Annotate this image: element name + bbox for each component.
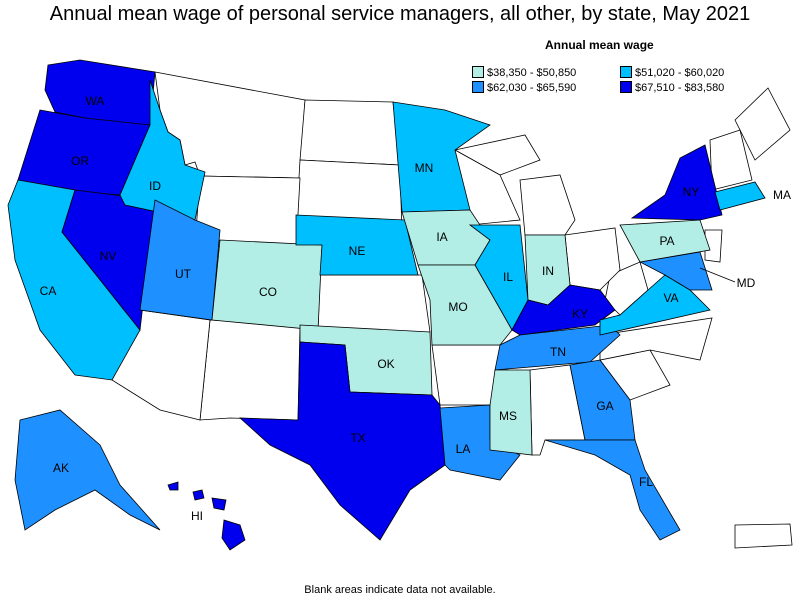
legend-swatch [620, 81, 632, 93]
state-labels: WA OR ID NV CA UT CO NE MN IA MO IL IN K… [40, 94, 791, 523]
state-ms [489, 369, 533, 456]
label-id: ID [149, 179, 161, 193]
state-id [119, 79, 206, 221]
legend-label: $67,510 - $83,580 [635, 82, 725, 94]
label-ny: NY [683, 185, 700, 199]
label-ok: OK [377, 357, 394, 371]
state-il [468, 224, 529, 331]
legend-item-tier-3: $62,030 - $65,590 [472, 81, 576, 94]
state-ny [630, 144, 723, 221]
label-ca: CA [40, 284, 57, 298]
label-il: IL [503, 270, 513, 284]
label-ma: MA [773, 188, 791, 202]
state-pr [734, 523, 793, 549]
label-or: OR [71, 154, 89, 168]
map-title: Annual mean wage of personal service man… [49, 3, 751, 25]
legend-swatch [472, 66, 484, 78]
label-wa: WA [86, 94, 105, 108]
label-pa: PA [659, 234, 674, 248]
blank-states [111, 71, 793, 549]
label-va: VA [663, 291, 678, 305]
data-states [7, 59, 766, 551]
hi-island-oahu [192, 489, 205, 501]
label-in: IN [542, 264, 554, 278]
label-ky: KY [572, 307, 588, 321]
state-pa [619, 219, 711, 263]
label-la: LA [456, 442, 471, 456]
state-ga [569, 359, 636, 441]
legend-title: Annual mean wage [545, 38, 654, 52]
label-tx: TX [350, 431, 365, 445]
legend-item-tier-4: $67,510 - $83,580 [620, 81, 724, 94]
label-ak: AK [53, 461, 69, 475]
state-ks [317, 274, 431, 333]
state-me [734, 87, 791, 161]
legend-item-tier-2: $51,020 - $60,020 [620, 66, 724, 79]
hi-island-kauai [167, 481, 179, 491]
label-md: MD [737, 276, 756, 290]
state-nd [299, 99, 401, 166]
label-ms: MS [499, 409, 517, 423]
label-ut: UT [175, 267, 192, 281]
legend-label: $62,030 - $65,590 [487, 82, 577, 94]
label-fl: FL [639, 475, 653, 489]
md-leader-line [699, 267, 736, 283]
state-ar [431, 344, 501, 406]
label-mn: MN [415, 161, 434, 175]
state-hi [167, 481, 246, 551]
state-fl [544, 439, 681, 541]
state-tx [238, 341, 446, 541]
legend-swatch [620, 66, 632, 78]
state-nm [199, 319, 301, 421]
state-nc [599, 317, 713, 361]
hi-island-hawaii [221, 519, 246, 551]
label-nv: NV [100, 249, 117, 263]
state-ky [511, 284, 616, 336]
state-ma [714, 181, 766, 211]
state-ak [14, 409, 161, 531]
label-ga: GA [596, 399, 613, 413]
state-mi [519, 174, 576, 236]
legend-label: $38,350 - $50,850 [487, 67, 577, 79]
label-co: CO [259, 285, 277, 299]
label-mo: MO [448, 300, 467, 314]
legend-swatch [472, 81, 484, 93]
state-ut [139, 199, 221, 321]
hi-island-maui [211, 497, 227, 511]
legend-item-tier-1: $38,350 - $50,850 [472, 66, 576, 79]
label-ne: NE [349, 244, 366, 258]
label-ia: IA [436, 230, 447, 244]
footnote: Blank areas indicate data not available. [304, 584, 496, 596]
label-hi: HI [191, 509, 203, 523]
legend-label: $51,020 - $60,020 [635, 67, 725, 79]
label-tn: TN [550, 345, 566, 359]
